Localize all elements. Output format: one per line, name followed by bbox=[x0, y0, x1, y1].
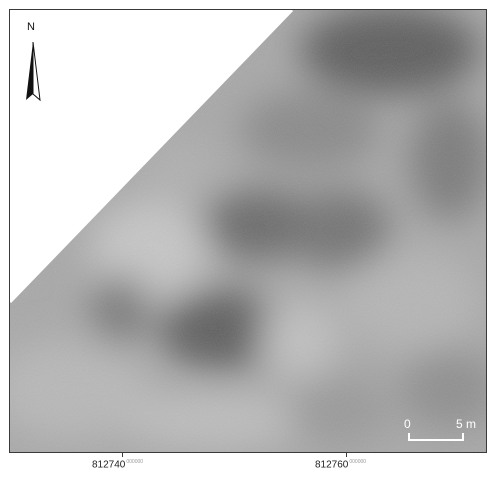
x-tick-label-superscript: 000000 bbox=[126, 459, 144, 465]
geophysics-raster bbox=[10, 10, 486, 452]
x-axis-tick bbox=[122, 453, 123, 457]
north-arrow-icon bbox=[26, 41, 41, 102]
north-label: N bbox=[27, 21, 35, 33]
x-tick-label-812760: 812760000000 bbox=[315, 460, 366, 470]
x-axis-tick bbox=[346, 453, 347, 457]
x-tick-label-main: 812760 bbox=[315, 459, 349, 471]
x-tick-label-812740: 812740000000 bbox=[92, 460, 143, 470]
map-frame bbox=[9, 9, 487, 453]
scale-bar-start-label: 0 bbox=[404, 417, 411, 431]
scale-bar-end-label: 5 m bbox=[456, 417, 477, 431]
scale-bar bbox=[408, 433, 464, 441]
x-tick-label-superscript: 000000 bbox=[349, 459, 367, 465]
x-tick-label-main: 812740 bbox=[92, 459, 126, 471]
